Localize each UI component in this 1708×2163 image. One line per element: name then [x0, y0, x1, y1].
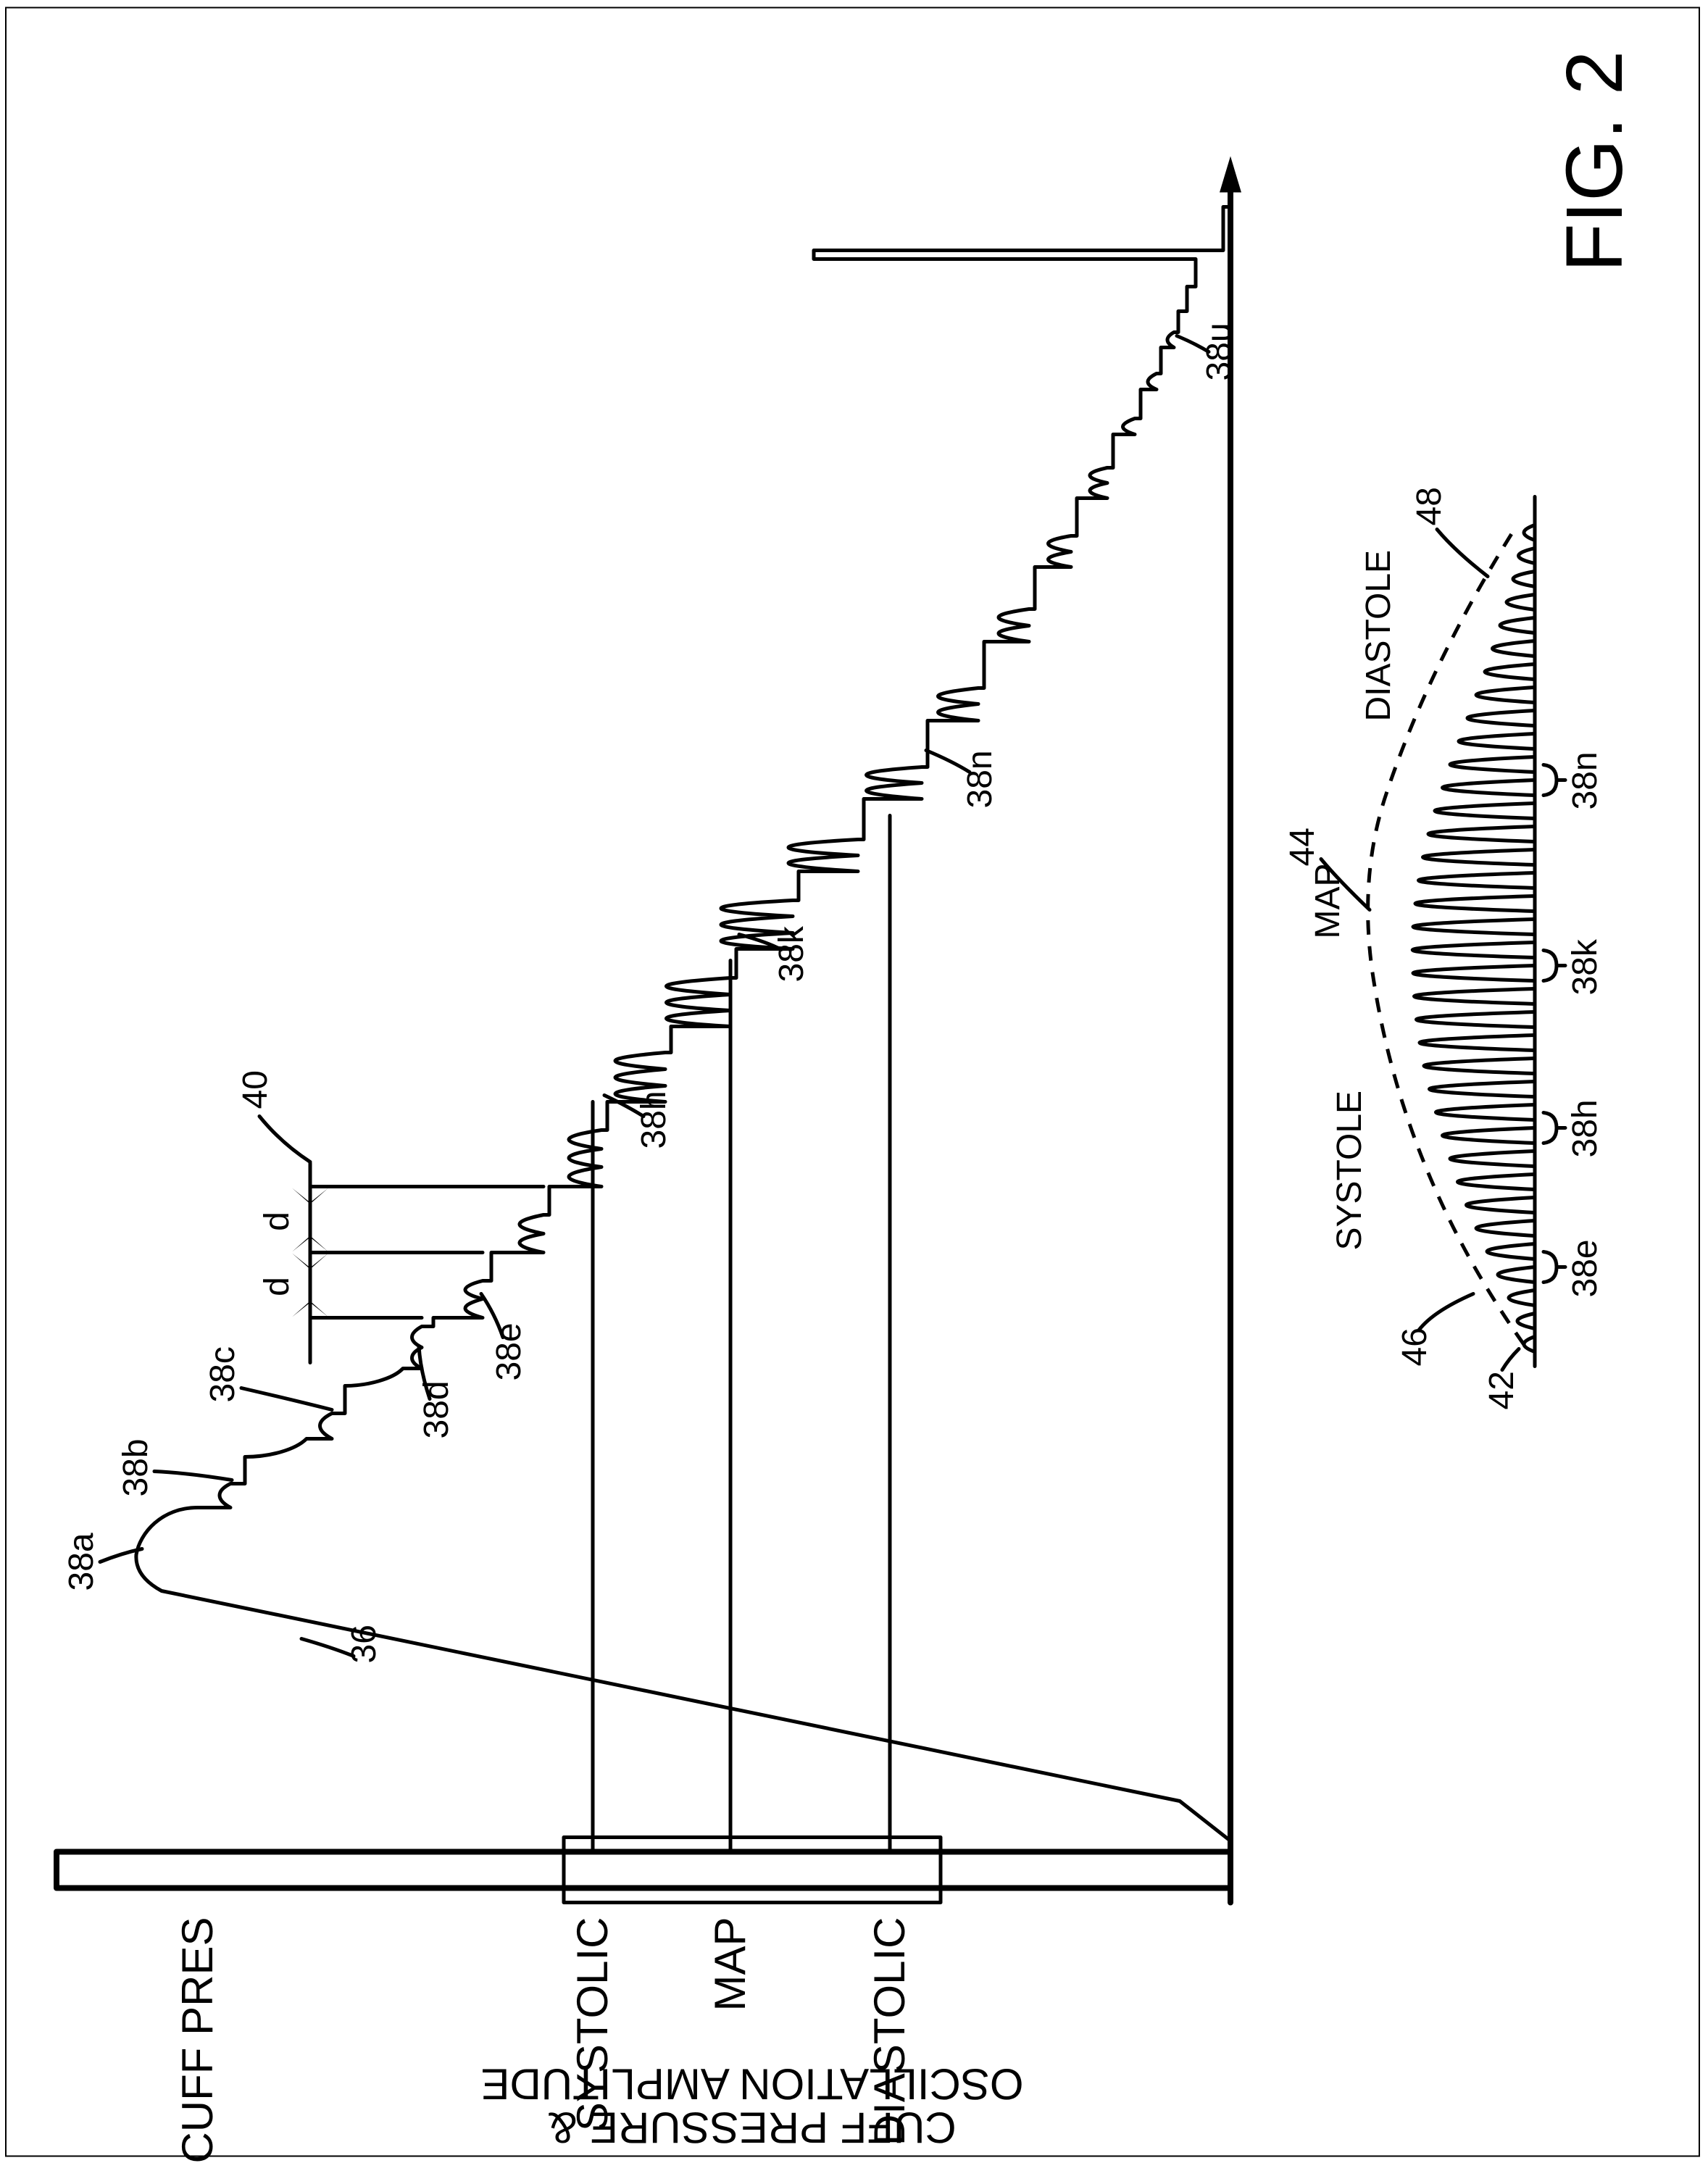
callout-44: 44 [1283, 828, 1322, 866]
figure-2-svg: CUFF PRES SYSTOLIC MAP DIASTOLIC CUFF PR… [0, 0, 1707, 2163]
env-38n: 38n [1566, 751, 1604, 809]
callout-38b: 38b [117, 1438, 155, 1496]
inflation-ramp [136, 1554, 1230, 1841]
brace-38n [1544, 764, 1565, 795]
callout-38c: 38c [204, 1346, 242, 1402]
callout-38k: 38k [772, 925, 811, 982]
deflation-curve [136, 207, 1230, 1554]
dim-d2: d [258, 1212, 296, 1231]
callout-38n: 38n [961, 750, 999, 808]
callout-38h: 38h [635, 1091, 673, 1149]
dim-d1: d [258, 1277, 296, 1296]
upper-callouts: 38a 38b 38c 38d 38e 36 38h 38k 38n 38u [62, 322, 1238, 1663]
brace-38k [1544, 950, 1565, 980]
env-38k: 38k [1566, 938, 1604, 995]
callout-48: 48 [1410, 487, 1449, 525]
env-label-map: MAP [1309, 863, 1347, 938]
callout-38a: 38a [62, 1533, 101, 1591]
brace-38h [1544, 1112, 1565, 1143]
y-axis-bar [57, 1851, 1230, 1888]
brace-38e [1544, 1251, 1565, 1282]
callout-38e: 38e [490, 1322, 528, 1380]
env-38e: 38e [1566, 1239, 1604, 1297]
x-axis-arrow [1220, 156, 1241, 192]
env-label-systole: SYSTOLE [1330, 1090, 1369, 1250]
env-label-diastole: DIASTOLE [1359, 549, 1398, 721]
envelope-pulses [1412, 525, 1535, 1351]
envelope-group: 38e 38h 38k 38n SYSTOLE MAP DIASTOLE 42 … [1283, 487, 1604, 1409]
env-38h: 38h [1566, 1099, 1604, 1157]
label-cuff-pres: CUFF PRES [173, 1917, 222, 2163]
callout-46: 46 [1396, 1328, 1434, 1366]
y-axis-title-1: CUFF PRESSURE & [548, 2103, 956, 2151]
callout-38d: 38d [417, 1380, 456, 1438]
callout-40: 40 [236, 1070, 275, 1109]
figure-number: FIG. 2 [1550, 50, 1639, 272]
y-axis-range-bar [564, 1837, 941, 1902]
label-map: MAP [706, 1917, 754, 2011]
callout-36: 36 [345, 1625, 383, 1663]
callout-42: 42 [1483, 1371, 1521, 1409]
y-axis-title-2: OSCILLATION AMPLITUDE [480, 2059, 1023, 2108]
figure-2-container: CUFF PRES SYSTOLIC MAP DIASTOLIC CUFF PR… [0, 0, 1708, 2163]
